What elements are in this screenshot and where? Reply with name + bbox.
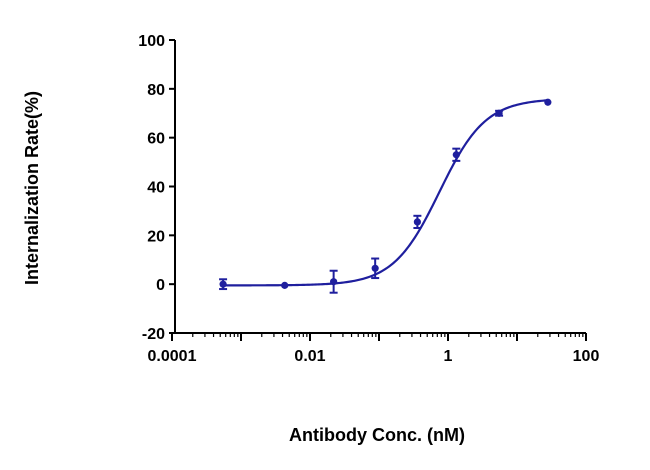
data-point: [281, 281, 289, 289]
y-tick-label: 60: [147, 131, 165, 148]
fit-curve: [223, 99, 548, 287]
y-tick-label: 100: [138, 33, 165, 50]
x-axis: 0.0001 0.01 1 100: [148, 332, 600, 365]
data-point: [544, 98, 552, 106]
x-tick-label: 1: [444, 348, 453, 365]
data-point: [330, 278, 338, 286]
plot-area: [219, 98, 552, 294]
x-tick-label: 100: [573, 348, 600, 365]
y-axis: -20 0 20 40 60 80 100: [138, 33, 176, 343]
data-point: [452, 151, 460, 159]
data-point: [371, 264, 379, 272]
data-point: [495, 109, 503, 117]
x-tick-label: 0.0001: [148, 348, 197, 365]
x-tick-label: 0.01: [294, 348, 325, 365]
data-point: [219, 280, 227, 288]
data-point: [413, 218, 421, 226]
y-tick-label: 80: [147, 82, 165, 99]
x-axis-title: Antibody Conc. (nM): [289, 425, 465, 445]
y-tick-label: -20: [142, 326, 165, 343]
y-tick-label: 0: [156, 277, 165, 294]
y-axis-title: Internalization Rate(%): [22, 91, 42, 285]
y-tick-label: 20: [147, 228, 165, 245]
y-tick-label: 40: [147, 180, 165, 197]
